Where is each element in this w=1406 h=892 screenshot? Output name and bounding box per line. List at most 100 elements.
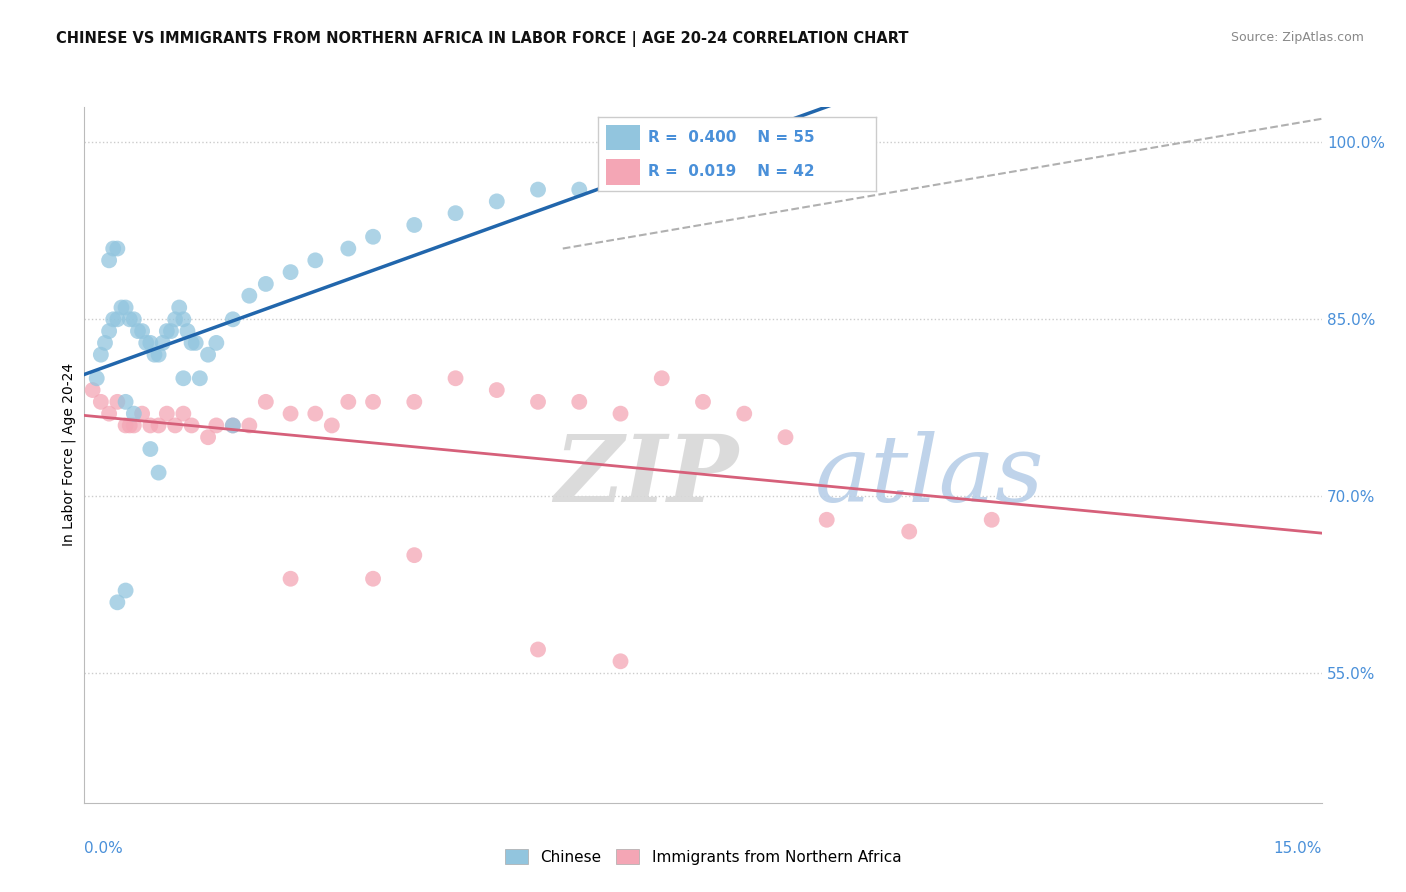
Point — [404, 218, 426, 232]
Point — [176, 324, 198, 338]
Point — [152, 335, 174, 350]
Point — [172, 371, 194, 385]
Point — [172, 407, 194, 421]
Point — [815, 513, 838, 527]
Point — [980, 513, 1002, 527]
Point — [568, 395, 591, 409]
Point — [114, 301, 136, 315]
Point — [135, 335, 157, 350]
Point — [114, 418, 136, 433]
Point — [280, 572, 302, 586]
Point — [404, 395, 426, 409]
Point — [165, 418, 187, 433]
Point — [105, 595, 128, 609]
Point — [444, 206, 467, 220]
Point — [527, 395, 550, 409]
Point — [222, 418, 245, 433]
Point — [180, 335, 202, 350]
Point — [156, 324, 179, 338]
Point — [180, 418, 202, 433]
Point — [775, 430, 797, 444]
Point — [337, 395, 360, 409]
Point — [238, 418, 260, 433]
Point — [143, 348, 166, 362]
Point — [114, 583, 136, 598]
Point — [122, 407, 145, 421]
Point — [666, 159, 689, 173]
Point — [148, 418, 170, 433]
Bar — [606, 159, 640, 185]
Point — [110, 301, 132, 315]
Point — [103, 242, 125, 256]
Text: R =  0.400    N = 55: R = 0.400 N = 55 — [648, 130, 814, 145]
Text: ZIP: ZIP — [554, 431, 738, 521]
Point — [82, 383, 104, 397]
Point — [90, 348, 112, 362]
Point — [485, 383, 508, 397]
Point — [197, 348, 219, 362]
Point — [651, 371, 673, 385]
Point — [485, 194, 508, 209]
Point — [404, 548, 426, 562]
Point — [160, 324, 183, 338]
Point — [361, 395, 384, 409]
Point — [139, 418, 162, 433]
Point — [165, 312, 187, 326]
Point — [127, 324, 149, 338]
Point — [172, 312, 194, 326]
Point — [148, 348, 170, 362]
Text: 0.0%: 0.0% — [84, 841, 124, 856]
Point — [139, 335, 162, 350]
Point — [205, 335, 228, 350]
Point — [167, 301, 190, 315]
Legend: Chinese, Immigrants from Northern Africa: Chinese, Immigrants from Northern Africa — [505, 849, 901, 864]
Point — [898, 524, 921, 539]
Point — [105, 395, 128, 409]
Text: 15.0%: 15.0% — [1274, 841, 1322, 856]
Point — [254, 395, 277, 409]
Point — [238, 289, 260, 303]
Point — [122, 418, 145, 433]
Point — [692, 395, 714, 409]
Point — [361, 572, 384, 586]
Point — [609, 654, 631, 668]
Point — [98, 324, 121, 338]
Point — [304, 253, 326, 268]
Point — [105, 242, 128, 256]
Point — [254, 277, 277, 291]
Point — [131, 407, 153, 421]
Text: atlas: atlas — [814, 431, 1043, 521]
Point — [634, 170, 657, 185]
Point — [131, 324, 153, 338]
Point — [280, 407, 302, 421]
Point — [98, 407, 121, 421]
Point — [205, 418, 228, 433]
Point — [815, 136, 838, 150]
Point — [105, 312, 128, 326]
Point — [114, 395, 136, 409]
Point — [337, 242, 360, 256]
Point — [118, 418, 141, 433]
Bar — [606, 125, 640, 151]
Point — [280, 265, 302, 279]
Text: Source: ZipAtlas.com: Source: ZipAtlas.com — [1230, 31, 1364, 45]
Point — [94, 335, 117, 350]
Point — [98, 253, 121, 268]
Point — [197, 430, 219, 444]
Point — [361, 229, 384, 244]
Point — [222, 312, 245, 326]
Point — [156, 407, 179, 421]
Text: R =  0.019    N = 42: R = 0.019 N = 42 — [648, 164, 814, 179]
Point — [609, 407, 631, 421]
Point — [139, 442, 162, 456]
Y-axis label: In Labor Force | Age 20-24: In Labor Force | Age 20-24 — [62, 363, 76, 547]
Point — [188, 371, 211, 385]
Point — [122, 312, 145, 326]
Point — [222, 418, 245, 433]
Point — [90, 395, 112, 409]
Point — [444, 371, 467, 385]
Point — [568, 183, 591, 197]
Point — [733, 407, 755, 421]
Point — [148, 466, 170, 480]
Point — [304, 407, 326, 421]
